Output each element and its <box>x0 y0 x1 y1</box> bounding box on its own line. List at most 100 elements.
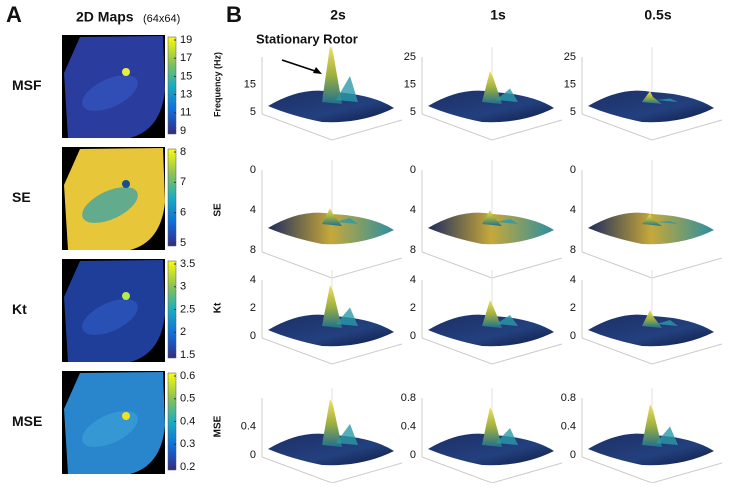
surface-ridge <box>336 307 358 326</box>
z-tick-label: 0.4 <box>401 420 416 432</box>
floor-line <box>331 257 403 279</box>
surface-ridge <box>496 219 518 224</box>
z-tick-label: 5 <box>250 106 256 118</box>
map-feature <box>82 299 138 335</box>
floor-line <box>491 462 563 484</box>
floor-line <box>421 251 493 279</box>
surface-ridge <box>656 320 678 326</box>
floor-line <box>331 462 403 484</box>
row-label: MSF <box>12 77 42 93</box>
surface-ridge <box>656 221 678 224</box>
surface-ridge <box>336 76 358 102</box>
floor-line <box>651 119 723 141</box>
panel-title: 2D Maps <box>76 9 134 25</box>
floor-line <box>581 113 653 141</box>
surface <box>588 433 714 466</box>
colorbar-tick-label: 2.5 <box>180 303 195 315</box>
surface-peak <box>322 46 342 104</box>
surface-peak <box>642 214 662 226</box>
z-tick-label: 0 <box>570 449 576 461</box>
z-tick-label: 0 <box>250 164 256 176</box>
floor-line <box>491 343 563 365</box>
z-tick-label: 8 <box>570 244 576 256</box>
z-tick-label: 0 <box>250 449 256 461</box>
map-hotspot <box>122 180 130 188</box>
z-tick-label: 2 <box>570 302 576 314</box>
z-tick-label: 0 <box>570 330 576 342</box>
z-tick-label: 2 <box>250 302 256 314</box>
z-tick-label: 4 <box>250 274 256 286</box>
z-tick-label: 0.8 <box>401 392 416 404</box>
row-label: Kt <box>12 301 27 317</box>
z-tick-label: 4 <box>570 204 576 216</box>
column-title: 2s <box>330 7 346 23</box>
row-label: SE <box>12 189 31 205</box>
z-tick-label: 0.8 <box>561 392 576 404</box>
colorbar-tick-label: 13 <box>180 89 192 101</box>
colorbar-tick-label: 3 <box>180 281 186 293</box>
panel-title-note: (64x64) <box>143 13 180 25</box>
z-tick-label: 15 <box>564 78 576 90</box>
floor-line <box>651 257 723 279</box>
z-tick-label: 25 <box>564 51 576 63</box>
surface <box>428 212 554 245</box>
z-tick-label: 8 <box>250 244 256 256</box>
floor-line <box>261 113 333 141</box>
colorbar-tick-label: 0.5 <box>180 393 195 405</box>
z-tick-label: 0 <box>410 164 416 176</box>
z-tick-label: 8 <box>410 244 416 256</box>
map-feature <box>82 411 138 447</box>
annotation-arrow <box>281 59 319 73</box>
colorbar-tick-label: 1.5 <box>180 349 195 361</box>
z-tick-label: 0 <box>410 330 416 342</box>
column-title: 0.5s <box>644 7 671 23</box>
floor-line <box>421 456 493 484</box>
z-tick-label: 4 <box>410 204 416 216</box>
colorbar-tick-label: 6 <box>180 207 186 219</box>
colorbar-tick-label: 7 <box>180 176 186 188</box>
z-tick-label: 0 <box>410 449 416 461</box>
z-tick-label: 0 <box>570 164 576 176</box>
z-tick-label: 2 <box>410 302 416 314</box>
surface-peak <box>322 208 342 226</box>
colorbar-tick-label: 2 <box>180 326 186 338</box>
floor-line <box>331 343 403 365</box>
annotation: Stationary Rotor <box>256 31 358 46</box>
surface <box>268 90 394 123</box>
z-tick-label: 4 <box>570 274 576 286</box>
colorbar-tick-label: 0.6 <box>180 370 195 382</box>
floor-line <box>651 343 723 365</box>
surface <box>588 314 714 347</box>
floor-line <box>651 462 723 484</box>
surface-peak <box>642 404 662 447</box>
colorbar-tick-label: 3.5 <box>180 258 195 270</box>
floor-line <box>421 113 493 141</box>
floor-line <box>421 337 493 365</box>
surface-ridge <box>336 218 358 224</box>
colorbar-tick-label: 0.3 <box>180 438 195 450</box>
map-hotspot <box>122 412 130 420</box>
surface <box>268 433 394 466</box>
surface <box>268 314 394 347</box>
panel-label: A <box>6 2 22 27</box>
surface <box>428 433 554 466</box>
row-label: MSE <box>213 415 224 437</box>
surface <box>428 314 554 347</box>
surface-peak <box>322 285 342 328</box>
column-title: 1s <box>490 7 506 23</box>
floor-line <box>491 257 563 279</box>
colorbar <box>167 36 177 135</box>
surface-ridge <box>656 426 678 445</box>
surface-peak <box>482 407 502 447</box>
z-tick-label: 0.4 <box>241 420 256 432</box>
colorbar-tick-label: 17 <box>180 52 192 64</box>
colorbar-tick-label: 5 <box>180 237 186 249</box>
colorbar-tick-label: 19 <box>180 34 192 46</box>
row-label: MSE <box>12 413 42 429</box>
z-tick-label: 25 <box>404 51 416 63</box>
z-tick-label: 4 <box>410 274 416 286</box>
colorbar-tick-label: 15 <box>180 70 192 82</box>
floor-line <box>261 337 333 365</box>
z-tick-label: 5 <box>410 106 416 118</box>
